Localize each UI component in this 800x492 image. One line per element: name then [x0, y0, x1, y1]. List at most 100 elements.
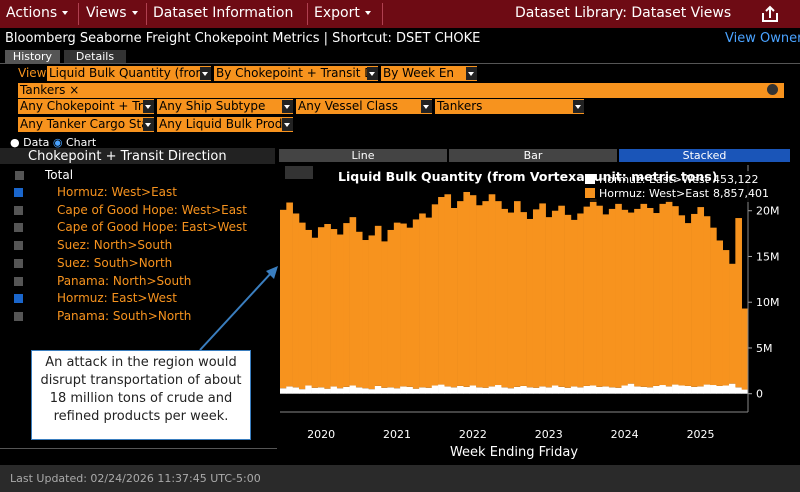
menu-export[interactable]: Export: [314, 5, 371, 21]
tab-history[interactable]: History: [5, 50, 60, 63]
bar: [583, 385, 591, 394]
bar: [722, 385, 730, 394]
bar: [330, 386, 338, 394]
bar: [406, 227, 414, 387]
chart-tab-line[interactable]: Line: [279, 149, 447, 162]
checkbox[interactable]: [14, 188, 23, 197]
bar: [551, 385, 559, 394]
checkbox[interactable]: [14, 311, 23, 321]
bar: [469, 195, 477, 386]
bar: [589, 198, 597, 386]
bar: [501, 208, 508, 388]
filter-field[interactable]: Any Liquid Bulk Produ: [157, 117, 293, 132]
tree-item[interactable]: Suez: North>South: [57, 238, 173, 253]
chart-tab-bar[interactable]: Bar: [449, 149, 617, 162]
menu-actions[interactable]: Actions: [6, 5, 69, 21]
tree-item[interactable]: Panama: South>North: [57, 308, 192, 323]
tree-item[interactable]: Cape of Good Hope: East>West: [57, 220, 248, 235]
x-tick-label: 2020: [307, 428, 335, 441]
bar: [476, 387, 483, 394]
menu-library[interactable]: Dataset Library: Dataset Views: [515, 5, 732, 21]
x-tick-label: 2021: [383, 428, 411, 441]
bar: [336, 234, 344, 389]
bar: [400, 223, 407, 387]
bar: [292, 213, 300, 388]
y-tick-label: 0: [756, 388, 763, 401]
tree-item[interactable]: Suez: South>North: [57, 255, 173, 270]
share-icon[interactable]: [760, 5, 780, 23]
bar: [735, 218, 742, 388]
chart-toolbar: [285, 166, 313, 179]
bar: [703, 384, 711, 394]
bar: [438, 197, 445, 385]
menu-dataset-info[interactable]: Dataset Information: [153, 5, 294, 21]
checkbox[interactable]: [14, 205, 23, 215]
bar: [393, 222, 401, 389]
view-field[interactable]: By Chokepoint + Transit Di: [214, 66, 378, 81]
legend-name: Hormuz: West>East: [599, 187, 710, 200]
bar: [659, 203, 667, 386]
legend-name: Hormuz: East>West: [599, 173, 710, 186]
checkbox[interactable]: [14, 241, 23, 251]
bar: [672, 206, 679, 385]
mode-toggle[interactable]: ● Data ◉ Chart: [10, 136, 97, 149]
bar: [672, 384, 679, 394]
tree-header: Chokepoint + Transit Direction: [28, 149, 227, 164]
filter-field[interactable]: Any Tanker Cargo Sta: [18, 117, 154, 132]
bar: [564, 214, 572, 388]
checkbox[interactable]: [14, 294, 23, 304]
bar: [589, 385, 597, 394]
bar: [381, 387, 388, 394]
view-field[interactable]: Liquid Bulk Quantity (from: [47, 66, 211, 81]
x-tick-label: 2023: [535, 428, 563, 441]
tag-bar[interactable]: Tankers ×: [18, 83, 784, 98]
legend-value: 8,857,401: [713, 187, 769, 200]
view-field[interactable]: By Week En: [381, 66, 477, 81]
filter-field[interactable]: Any Vessel Class: [296, 99, 432, 114]
tree-item[interactable]: Cape of Good Hope: West>East: [57, 202, 248, 217]
bar: [697, 386, 705, 394]
bar: [507, 388, 515, 394]
checkbox[interactable]: [14, 223, 23, 233]
bar: [305, 385, 312, 394]
bar: [419, 387, 426, 394]
bar: [343, 223, 350, 387]
view-owner-link[interactable]: View Owner: [725, 31, 800, 46]
filter-field[interactable]: Any Ship Subtype: [157, 99, 293, 114]
bar: [646, 207, 654, 388]
bar: [710, 385, 717, 394]
bar: [286, 202, 293, 387]
checkbox[interactable]: [14, 276, 23, 286]
menu-views[interactable]: Views: [86, 5, 138, 21]
y-tick-label: 20M: [756, 205, 780, 218]
bar: [741, 308, 749, 390]
bar: [495, 385, 502, 394]
bar: [729, 263, 736, 384]
tree-item[interactable]: Hormuz: East>West: [57, 291, 177, 306]
bar: [463, 386, 471, 394]
tree-root[interactable]: Total: [15, 168, 73, 182]
bar: [330, 229, 338, 387]
bar: [362, 240, 369, 389]
tree-item[interactable]: Hormuz: West>East: [57, 185, 177, 199]
x-tick-label: 2022: [459, 428, 487, 441]
bar: [438, 384, 445, 394]
annotation-box: An attack in the region would disrupt tra…: [31, 350, 251, 440]
bar: [653, 385, 660, 394]
bar: [520, 212, 527, 386]
filter-field[interactable]: Tankers: [435, 99, 584, 114]
tree-item[interactable]: Panama: North>South: [57, 273, 192, 288]
filter-field[interactable]: Any Chokepoint + Tra: [18, 99, 154, 114]
bar: [514, 201, 521, 387]
footer: Last Updated: 02/24/2026 11:37:45 UTC-5:…: [10, 472, 261, 485]
bar: [684, 385, 692, 394]
checkbox[interactable]: [14, 258, 23, 268]
chart-tab-stacked[interactable]: Stacked: [619, 149, 790, 162]
bar: [469, 385, 477, 394]
tab-details[interactable]: Details: [64, 50, 126, 63]
legend-label: Hormuz: West>East 8,857,401: [599, 187, 769, 200]
bar: [368, 235, 376, 390]
bar: [697, 207, 705, 387]
bar: [678, 385, 686, 394]
